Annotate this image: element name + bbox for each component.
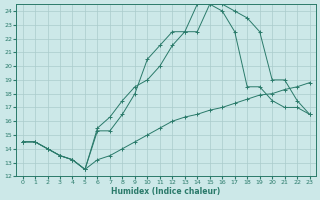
X-axis label: Humidex (Indice chaleur): Humidex (Indice chaleur) [111,187,221,196]
